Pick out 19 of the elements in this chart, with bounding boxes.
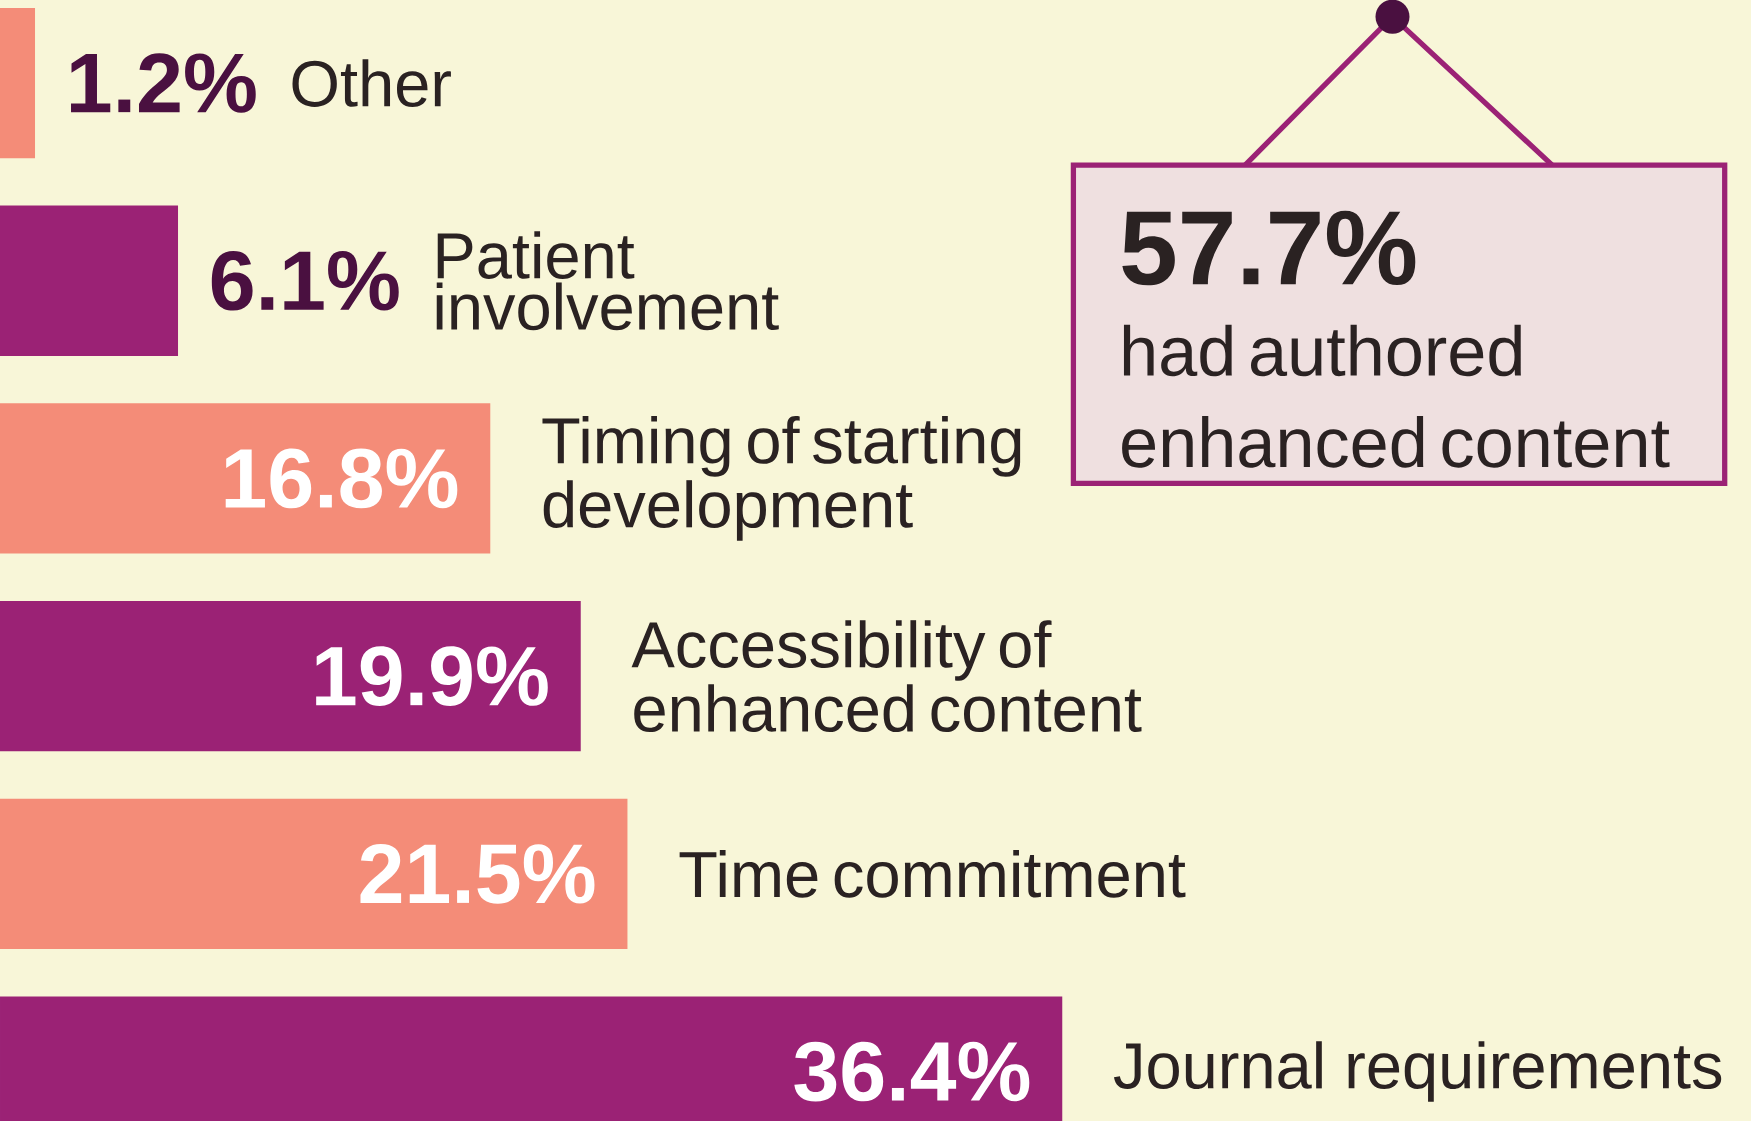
bar	[0, 798, 628, 950]
bar	[0, 601, 581, 752]
bar	[0, 7, 36, 159]
bar	[0, 205, 179, 356]
bar	[0, 403, 491, 554]
data-label: 16.8%	[225, 448, 458, 509]
data-label: 36.4%	[794, 1041, 1030, 1102]
data-label: 1.2%	[71, 53, 256, 113]
data-label: 21.5%	[360, 844, 595, 904]
y-tick-label: Timing of starting development	[542, 416, 1021, 541]
data-label: 6.1%	[211, 250, 399, 311]
y-tick-label: Patient involvement	[436, 231, 779, 331]
annotation: had authored enhanced content	[1122, 324, 1670, 468]
y-tick-label: Other	[292, 59, 451, 107]
y-tick-label: Accessibility of enhanced content	[631, 620, 1142, 733]
data-label: 19.9%	[316, 646, 548, 707]
annotation: 57.7%	[1122, 210, 1416, 286]
y-tick-label: Journal requirements	[1113, 1041, 1722, 1102]
y-tick-label: Time commitment	[679, 849, 1186, 898]
